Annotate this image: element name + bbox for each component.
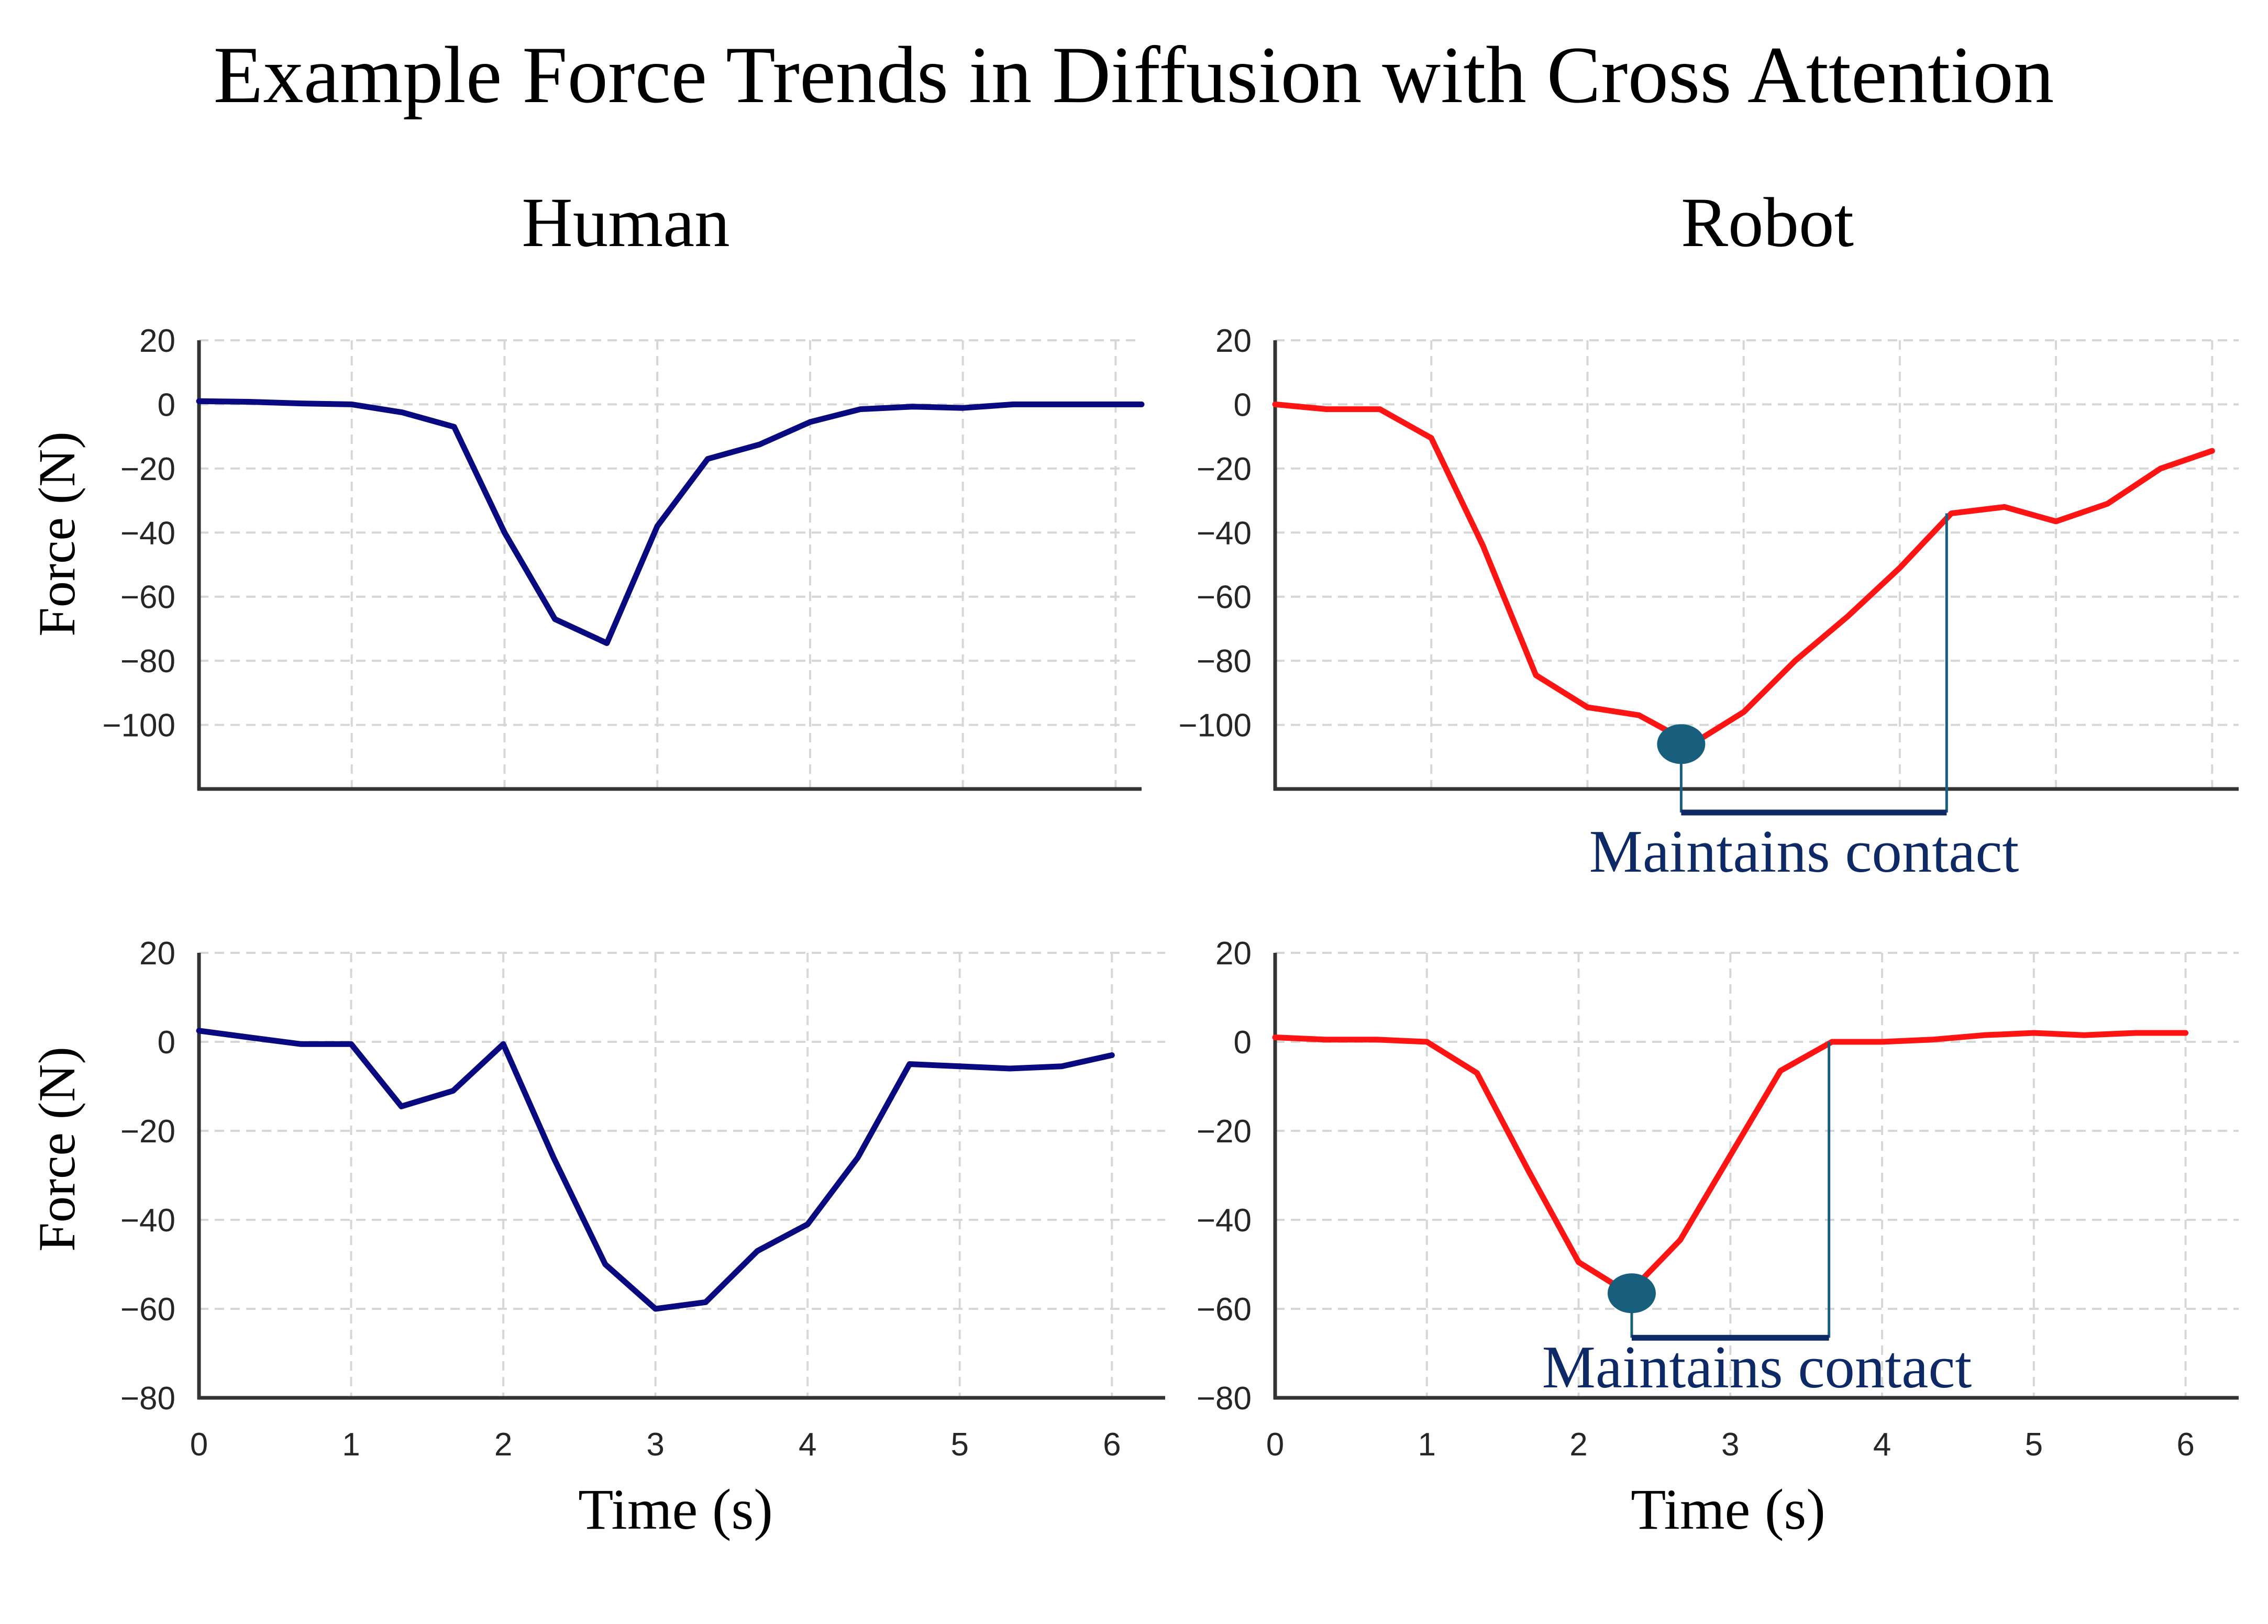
- y-tick-label: −100: [1178, 708, 1252, 744]
- y-tick-label: −80: [120, 1381, 175, 1417]
- x-tick-label: 6: [1103, 1427, 1121, 1463]
- annotation-label: Maintains contact: [1589, 818, 2019, 885]
- y-tick-label: −100: [102, 708, 175, 744]
- y-tick-label: 0: [158, 387, 175, 423]
- y-tick-label: 20: [139, 323, 175, 359]
- x-tick-label: 0: [1266, 1427, 1284, 1463]
- x-tick-label: 5: [2025, 1427, 2043, 1463]
- y-tick-label: −20: [1197, 451, 1252, 487]
- series-line: [196, 1028, 1115, 1312]
- x-tick-label: 6: [2176, 1427, 2194, 1463]
- x-tick-label: 2: [1569, 1427, 1587, 1463]
- series-line: [196, 398, 1145, 646]
- contact-marker: [1657, 724, 1706, 764]
- x-tick-label: 0: [190, 1427, 208, 1463]
- column-title-robot: Robot: [1681, 184, 1854, 262]
- y-tick-label: −20: [1197, 1114, 1252, 1150]
- series-line: [1272, 401, 2215, 747]
- y-tick-label: 20: [1215, 323, 1252, 359]
- y-tick-label: −20: [120, 451, 175, 487]
- subplot-robot-top: 20 0 −20 −40 −60 −80 −100 Maintains contact: [1178, 323, 2239, 885]
- y-tick-label: −60: [1197, 580, 1252, 616]
- y-tick-label: 20: [1215, 936, 1252, 972]
- x-tick-label: 1: [342, 1427, 360, 1463]
- y-tick-label: −80: [1197, 1381, 1252, 1417]
- x-tick-label: 5: [951, 1427, 969, 1463]
- y-tick-label: 20: [139, 936, 175, 972]
- y-tick-label: −40: [1197, 1203, 1252, 1239]
- y-tick-label: −40: [120, 515, 175, 551]
- y-axis-label-top: Force (N): [28, 431, 86, 637]
- x-tick-label: 3: [646, 1427, 664, 1463]
- x-axis-label-right: Time (s): [1631, 1477, 1826, 1541]
- y-tick-label: 0: [158, 1025, 175, 1061]
- x-axis-label-left: Time (s): [578, 1477, 773, 1541]
- x-tick-label: 2: [494, 1427, 512, 1463]
- y-tick-label: −40: [1197, 515, 1252, 551]
- y-tick-label: 0: [1234, 1025, 1252, 1061]
- subplot-robot-bottom: 20 0 −20 −40 −60 −80 0 1 2 3 4 5 6 Maintains contact: [1197, 936, 2239, 1463]
- subplot-human-top: 20 0 −20 −40 −60 −80 −100: [102, 323, 1145, 791]
- annotation-label: Maintains contact: [1542, 1334, 1972, 1400]
- series-line: [1272, 1030, 2189, 1296]
- contact-marker: [1607, 1273, 1656, 1314]
- y-tick-label: −80: [120, 643, 175, 680]
- y-axis-label-bottom: Force (N): [28, 1047, 86, 1252]
- y-tick-label: −60: [120, 580, 175, 616]
- subplot-human-bottom: 20 0 −20 −40 −60 −80 0 1 2 3 4 5 6: [120, 936, 1165, 1463]
- y-tick-label: −20: [120, 1114, 175, 1150]
- x-tick-label: 1: [1418, 1427, 1436, 1463]
- y-tick-label: −60: [1197, 1292, 1252, 1328]
- y-tick-label: −80: [1197, 643, 1252, 680]
- x-tick-label: 4: [1873, 1427, 1891, 1463]
- y-tick-label: −60: [120, 1292, 175, 1328]
- x-tick-label: 3: [1721, 1427, 1739, 1463]
- column-title-human: Human: [522, 184, 729, 262]
- y-tick-label: 0: [1234, 387, 1252, 423]
- figure-title: Example Force Trends in Diffusion with C…: [214, 30, 2054, 120]
- y-tick-label: −40: [120, 1203, 175, 1239]
- x-tick-label: 4: [799, 1427, 816, 1463]
